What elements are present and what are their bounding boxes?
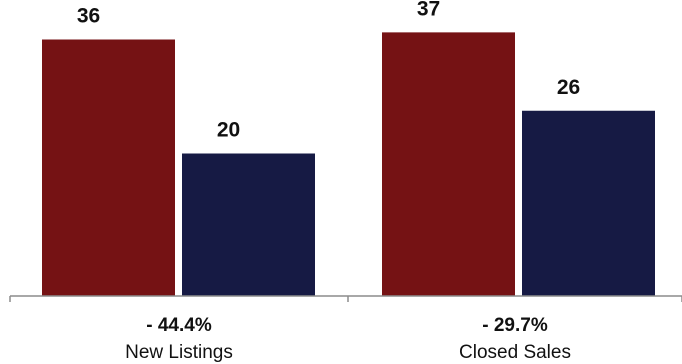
bar-0-1 (182, 153, 315, 296)
bars-layer (42, 32, 655, 296)
x-axis-ticks (9, 296, 682, 302)
category-label-1: Closed Sales (459, 342, 571, 363)
bar-1-0 (382, 32, 515, 296)
value-labels-layer: 36 20 37 26 (77, 0, 580, 142)
category-labels-layer: - 44.4% New Listings - 29.7% Closed Sales (125, 315, 571, 363)
change-label-1: - 29.7% (482, 315, 548, 336)
category-label-0: New Listings (125, 342, 233, 363)
change-label-0: - 44.4% (146, 315, 212, 336)
value-label-1-1: 26 (557, 76, 580, 99)
value-label-0-0: 36 (77, 5, 100, 28)
value-label-0-1: 20 (217, 119, 240, 142)
bar-1-1 (522, 110, 655, 296)
bar-0-0 (42, 39, 175, 296)
value-label-1-0: 37 (417, 0, 440, 20)
